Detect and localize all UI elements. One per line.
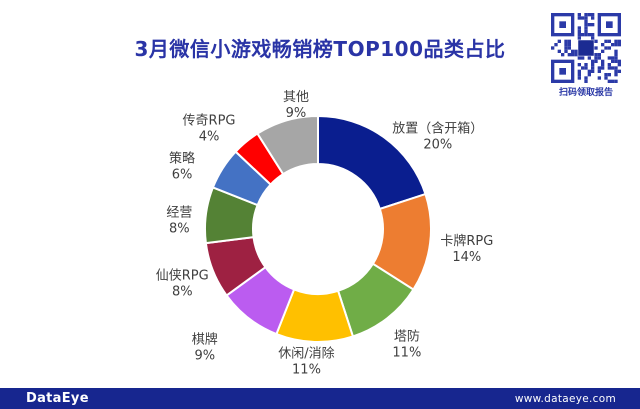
slice-label-1: 卡牌RPG 14% xyxy=(440,233,493,265)
slice-label-7: 策略 6% xyxy=(169,151,195,183)
slice-label-2: 塔防 11% xyxy=(392,329,421,361)
qr-code-svg xyxy=(551,13,621,84)
qr-code-icon xyxy=(551,13,621,84)
slice-label-0: 放置（含开箱） 20% xyxy=(392,120,483,152)
footer-bar: DataEye www.dataeye.com xyxy=(0,388,640,409)
page-title: 3月微信小游戏畅销榜TOP100品类占比 xyxy=(134,37,506,61)
dataeye-logo: DataEye xyxy=(26,391,89,406)
donut-chart: 放置（含开箱） 20% 卡牌RPG 14% 塔防 11% 休闲/消除 11% 棋牌 9% 仙侠RPG… xyxy=(130,80,520,390)
footer-url: www.dataeye.com xyxy=(514,392,616,405)
slice-label-3: 休闲/消除 11% xyxy=(278,346,334,377)
slice-label-5: 仙侠RPG 8% xyxy=(156,269,209,300)
slice-label-6: 经营 8% xyxy=(166,205,192,236)
donut-slice-9 xyxy=(256,114,319,176)
slice-label-8: 传奇RPG 4% xyxy=(183,112,236,144)
donut-chart-svg: 放置（含开箱） 20% 卡牌RPG 14% 塔防 11% 休闲/消除 11% 棋牌 9% 仙侠RPG… xyxy=(156,90,494,378)
slice-label-4: 棋牌 9% xyxy=(192,331,218,363)
qr-caption: 扫码领取报告 xyxy=(558,88,613,98)
slice-label-9: 其他 9% xyxy=(283,90,309,121)
qr-block: 扫码领取报告 xyxy=(549,13,623,98)
